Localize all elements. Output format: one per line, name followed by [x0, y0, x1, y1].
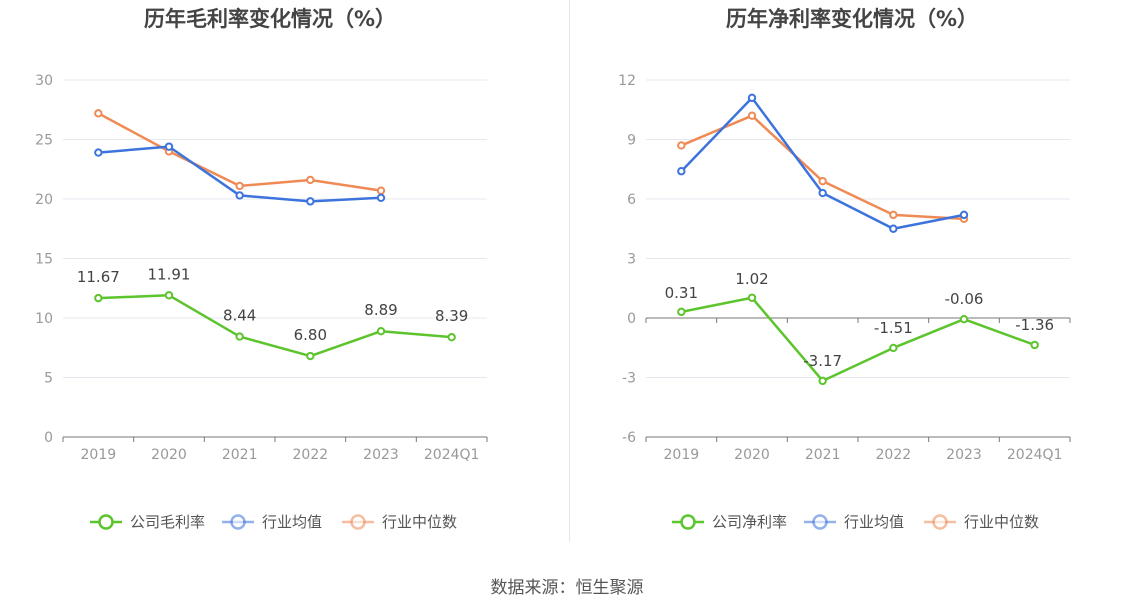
- series-line-industry_median: [97, 112, 382, 192]
- data-label: 8.89: [364, 301, 397, 319]
- legend-label: 行业中位数: [964, 513, 1039, 531]
- data-point-industry_avg[interactable]: [677, 167, 686, 176]
- legend-item-industry_median[interactable]: 行业中位数: [924, 513, 1039, 531]
- series-line-company: [681, 296, 1036, 383]
- legend-label: 行业均值: [262, 513, 322, 531]
- data-point-company[interactable]: [164, 291, 174, 300]
- legend-label: 行业均值: [844, 513, 904, 531]
- panel-divider: [569, 0, 570, 542]
- data-point-industry_avg[interactable]: [889, 224, 898, 233]
- y-tick-label: 20: [35, 192, 53, 208]
- x-tick-label: 2019: [664, 447, 700, 463]
- x-tick-label: 2024Q1: [1007, 447, 1063, 463]
- y-tick-label: 30: [35, 73, 53, 89]
- y-tick-label: 3: [627, 252, 636, 268]
- data-point-company[interactable]: [94, 293, 103, 303]
- data-point-company[interactable]: [959, 314, 969, 324]
- x-tick-label: 2022: [876, 447, 912, 463]
- chart-panel-2: 历年净利率变化情况（%） -6 -3 0 3 6 9 12 2019 2020 2021 2022 20…: [618, 7, 1071, 531]
- data-point-industry_median[interactable]: [235, 181, 244, 191]
- series-line-company: [98, 294, 452, 358]
- legend-item-industry_median[interactable]: 行业中位数: [342, 513, 457, 531]
- y-tick-label: -3: [622, 371, 636, 387]
- legend-item-industry_avg[interactable]: 行业均值: [804, 513, 904, 531]
- x-tick-label: 2023: [946, 447, 982, 463]
- x-tick-label: 2021: [222, 447, 258, 463]
- legend-item-company[interactable]: 公司净利率: [672, 513, 787, 531]
- data-point-industry_avg[interactable]: [94, 148, 103, 157]
- legend-item-industry_avg[interactable]: 行业均值: [222, 513, 322, 531]
- data-point-company[interactable]: [889, 343, 898, 353]
- data-label: -1.51: [874, 319, 913, 337]
- data-label: 11.67: [77, 268, 120, 286]
- y-tick-label: 0: [44, 430, 53, 446]
- legend-label: 公司净利率: [712, 513, 787, 531]
- legend-label: 行业中位数: [382, 513, 457, 531]
- data-point-industry_median[interactable]: [306, 175, 315, 185]
- y-tick-label: 5: [44, 371, 53, 387]
- y-tick-label: -6: [622, 430, 636, 446]
- x-tick-label: 2020: [151, 447, 187, 463]
- data-label: 11.91: [148, 265, 191, 283]
- x-tick-label: 2020: [734, 447, 770, 463]
- legend-label: 公司毛利率: [130, 513, 205, 531]
- x-tick-label: 2024Q1: [424, 447, 480, 463]
- y-tick-label: 15: [35, 252, 53, 268]
- legend-swatch-marker: [680, 514, 696, 530]
- data-point-industry_median[interactable]: [889, 210, 898, 220]
- data-label: 8.39: [435, 307, 468, 325]
- data-point-industry_avg[interactable]: [164, 142, 174, 151]
- y-tick-label: 10: [35, 311, 53, 327]
- data-point-company[interactable]: [376, 327, 386, 336]
- data-point-industry_avg[interactable]: [959, 210, 969, 220]
- data-point-company[interactable]: [1030, 340, 1039, 350]
- data-point-company[interactable]: [235, 332, 244, 341]
- data-label: -1.36: [1015, 316, 1054, 334]
- legend-swatch-marker: [230, 514, 246, 530]
- data-point-industry_avg[interactable]: [747, 93, 757, 103]
- data-point-industry_median[interactable]: [94, 109, 103, 118]
- y-tick-label: 6: [627, 192, 636, 208]
- x-tick-label: 2021: [805, 447, 841, 463]
- series-line-industry_median: [680, 114, 965, 221]
- y-tick-label: 12: [618, 73, 636, 89]
- data-point-industry_median[interactable]: [747, 111, 757, 120]
- chart-title: 历年净利率变化情况（%）: [726, 7, 978, 31]
- y-tick-label: 0: [627, 311, 636, 327]
- data-point-industry_avg[interactable]: [376, 193, 386, 203]
- y-tick-label: 25: [35, 133, 53, 149]
- x-tick-label: 2023: [363, 447, 399, 463]
- x-tick-label: 2019: [81, 447, 117, 463]
- data-point-industry_median[interactable]: [376, 186, 386, 195]
- data-point-industry_median[interactable]: [677, 141, 686, 150]
- data-point-company[interactable]: [747, 293, 757, 302]
- data-point-company[interactable]: [306, 351, 315, 361]
- data-point-company[interactable]: [447, 332, 456, 342]
- y-tick-label: 9: [627, 133, 636, 149]
- chart-panel-1: 历年毛利率变化情况（%） 0 5 10 15 20 25 30 2019 2020 2021 2022…: [35, 7, 488, 531]
- data-label: -3.17: [803, 352, 842, 370]
- chart-title: 历年毛利率变化情况（%）: [144, 7, 396, 31]
- x-tick-label: 2022: [293, 447, 329, 463]
- legend-swatch-marker: [350, 514, 366, 530]
- data-label: 8.44: [223, 307, 256, 325]
- data-point-industry_median[interactable]: [818, 176, 827, 186]
- legend-swatch-marker: [932, 514, 948, 530]
- legend-swatch-marker: [98, 514, 114, 530]
- data-point-industry_avg[interactable]: [306, 197, 315, 206]
- data-point-industry_avg[interactable]: [818, 188, 827, 198]
- legend-swatch-marker: [812, 514, 828, 530]
- data-source-note: 数据来源：恒生聚源: [490, 578, 644, 598]
- data-label: -0.06: [945, 290, 984, 308]
- series-line-industry_avg: [680, 96, 965, 230]
- data-point-company[interactable]: [818, 376, 827, 386]
- data-label: 1.02: [735, 270, 768, 288]
- data-point-company[interactable]: [677, 307, 686, 317]
- legend-item-company[interactable]: 公司毛利率: [90, 513, 205, 531]
- data-label: 6.80: [294, 326, 327, 344]
- data-label: 0.31: [665, 284, 698, 302]
- data-point-industry_avg[interactable]: [235, 191, 244, 200]
